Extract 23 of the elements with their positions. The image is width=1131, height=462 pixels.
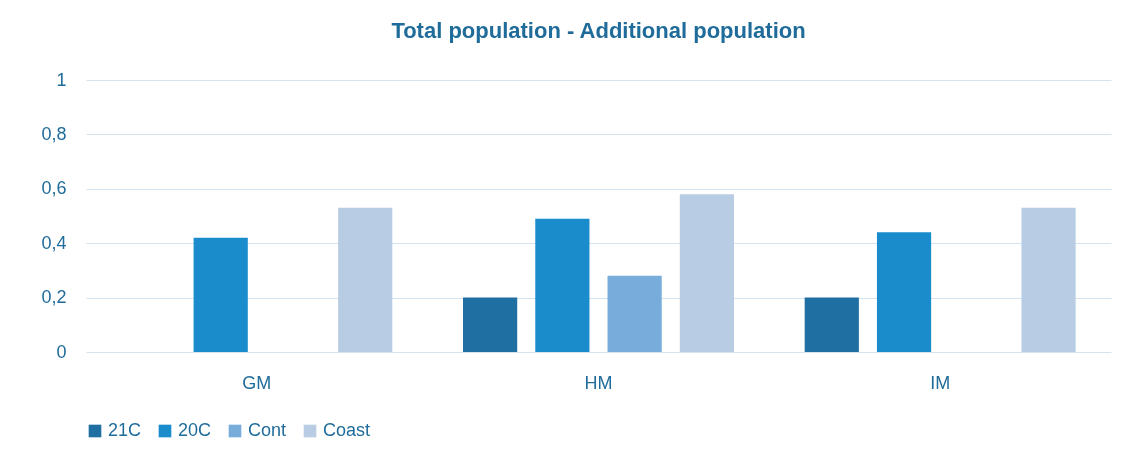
x-tick-label: HM — [584, 372, 613, 393]
x-tick-label: IM — [930, 372, 951, 393]
y-tick-label: 1 — [56, 69, 67, 90]
chart-title: Total population - Additional population — [391, 18, 806, 43]
x-tick-label: GM — [242, 372, 272, 393]
bar — [607, 275, 662, 352]
bar — [338, 207, 393, 352]
bar — [535, 218, 590, 352]
y-tick-label: 0,4 — [41, 232, 67, 253]
bar — [1021, 207, 1076, 352]
legend-label: 20C — [178, 420, 212, 440]
legend-label: Cont — [248, 420, 287, 440]
y-tick-label: 0,2 — [41, 287, 67, 308]
bar — [463, 297, 518, 352]
bar — [876, 232, 932, 352]
legend-label: 21C — [108, 420, 142, 440]
bar — [679, 194, 734, 352]
legend-label: Coast — [323, 420, 371, 440]
y-tick-label: 0,6 — [41, 178, 67, 199]
y-tick-label: 0,8 — [41, 123, 67, 144]
bar — [804, 297, 859, 352]
y-tick-label: 0 — [56, 341, 67, 362]
bar — [193, 237, 248, 352]
